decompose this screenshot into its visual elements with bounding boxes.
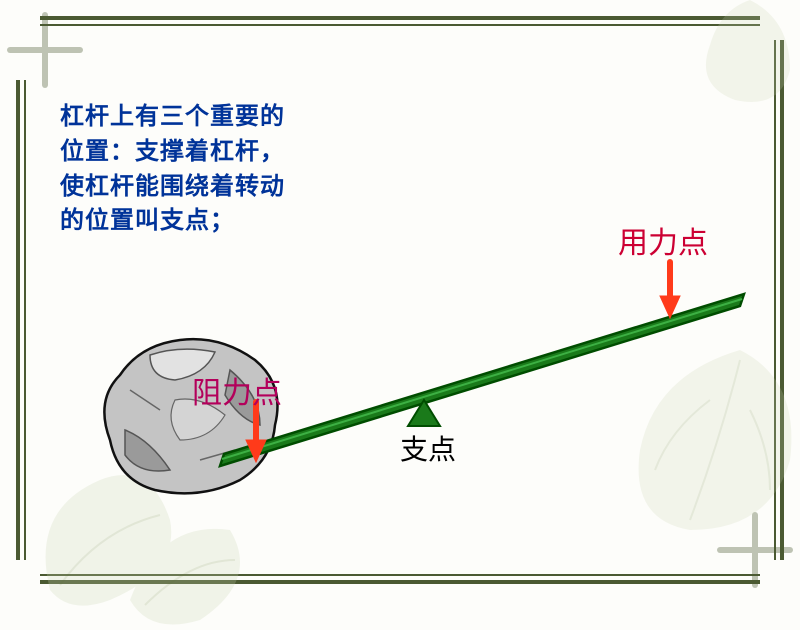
load-label: 阻力点: [192, 368, 282, 412]
effort-arrow: [660, 262, 680, 318]
rock-shape: [104, 339, 277, 493]
lever-diagram: 用力点 支点 阻力点: [0, 0, 800, 600]
effort-label: 用力点: [618, 218, 708, 262]
fulcrum-label: 支点: [400, 428, 456, 468]
lever-bar: [220, 294, 744, 466]
